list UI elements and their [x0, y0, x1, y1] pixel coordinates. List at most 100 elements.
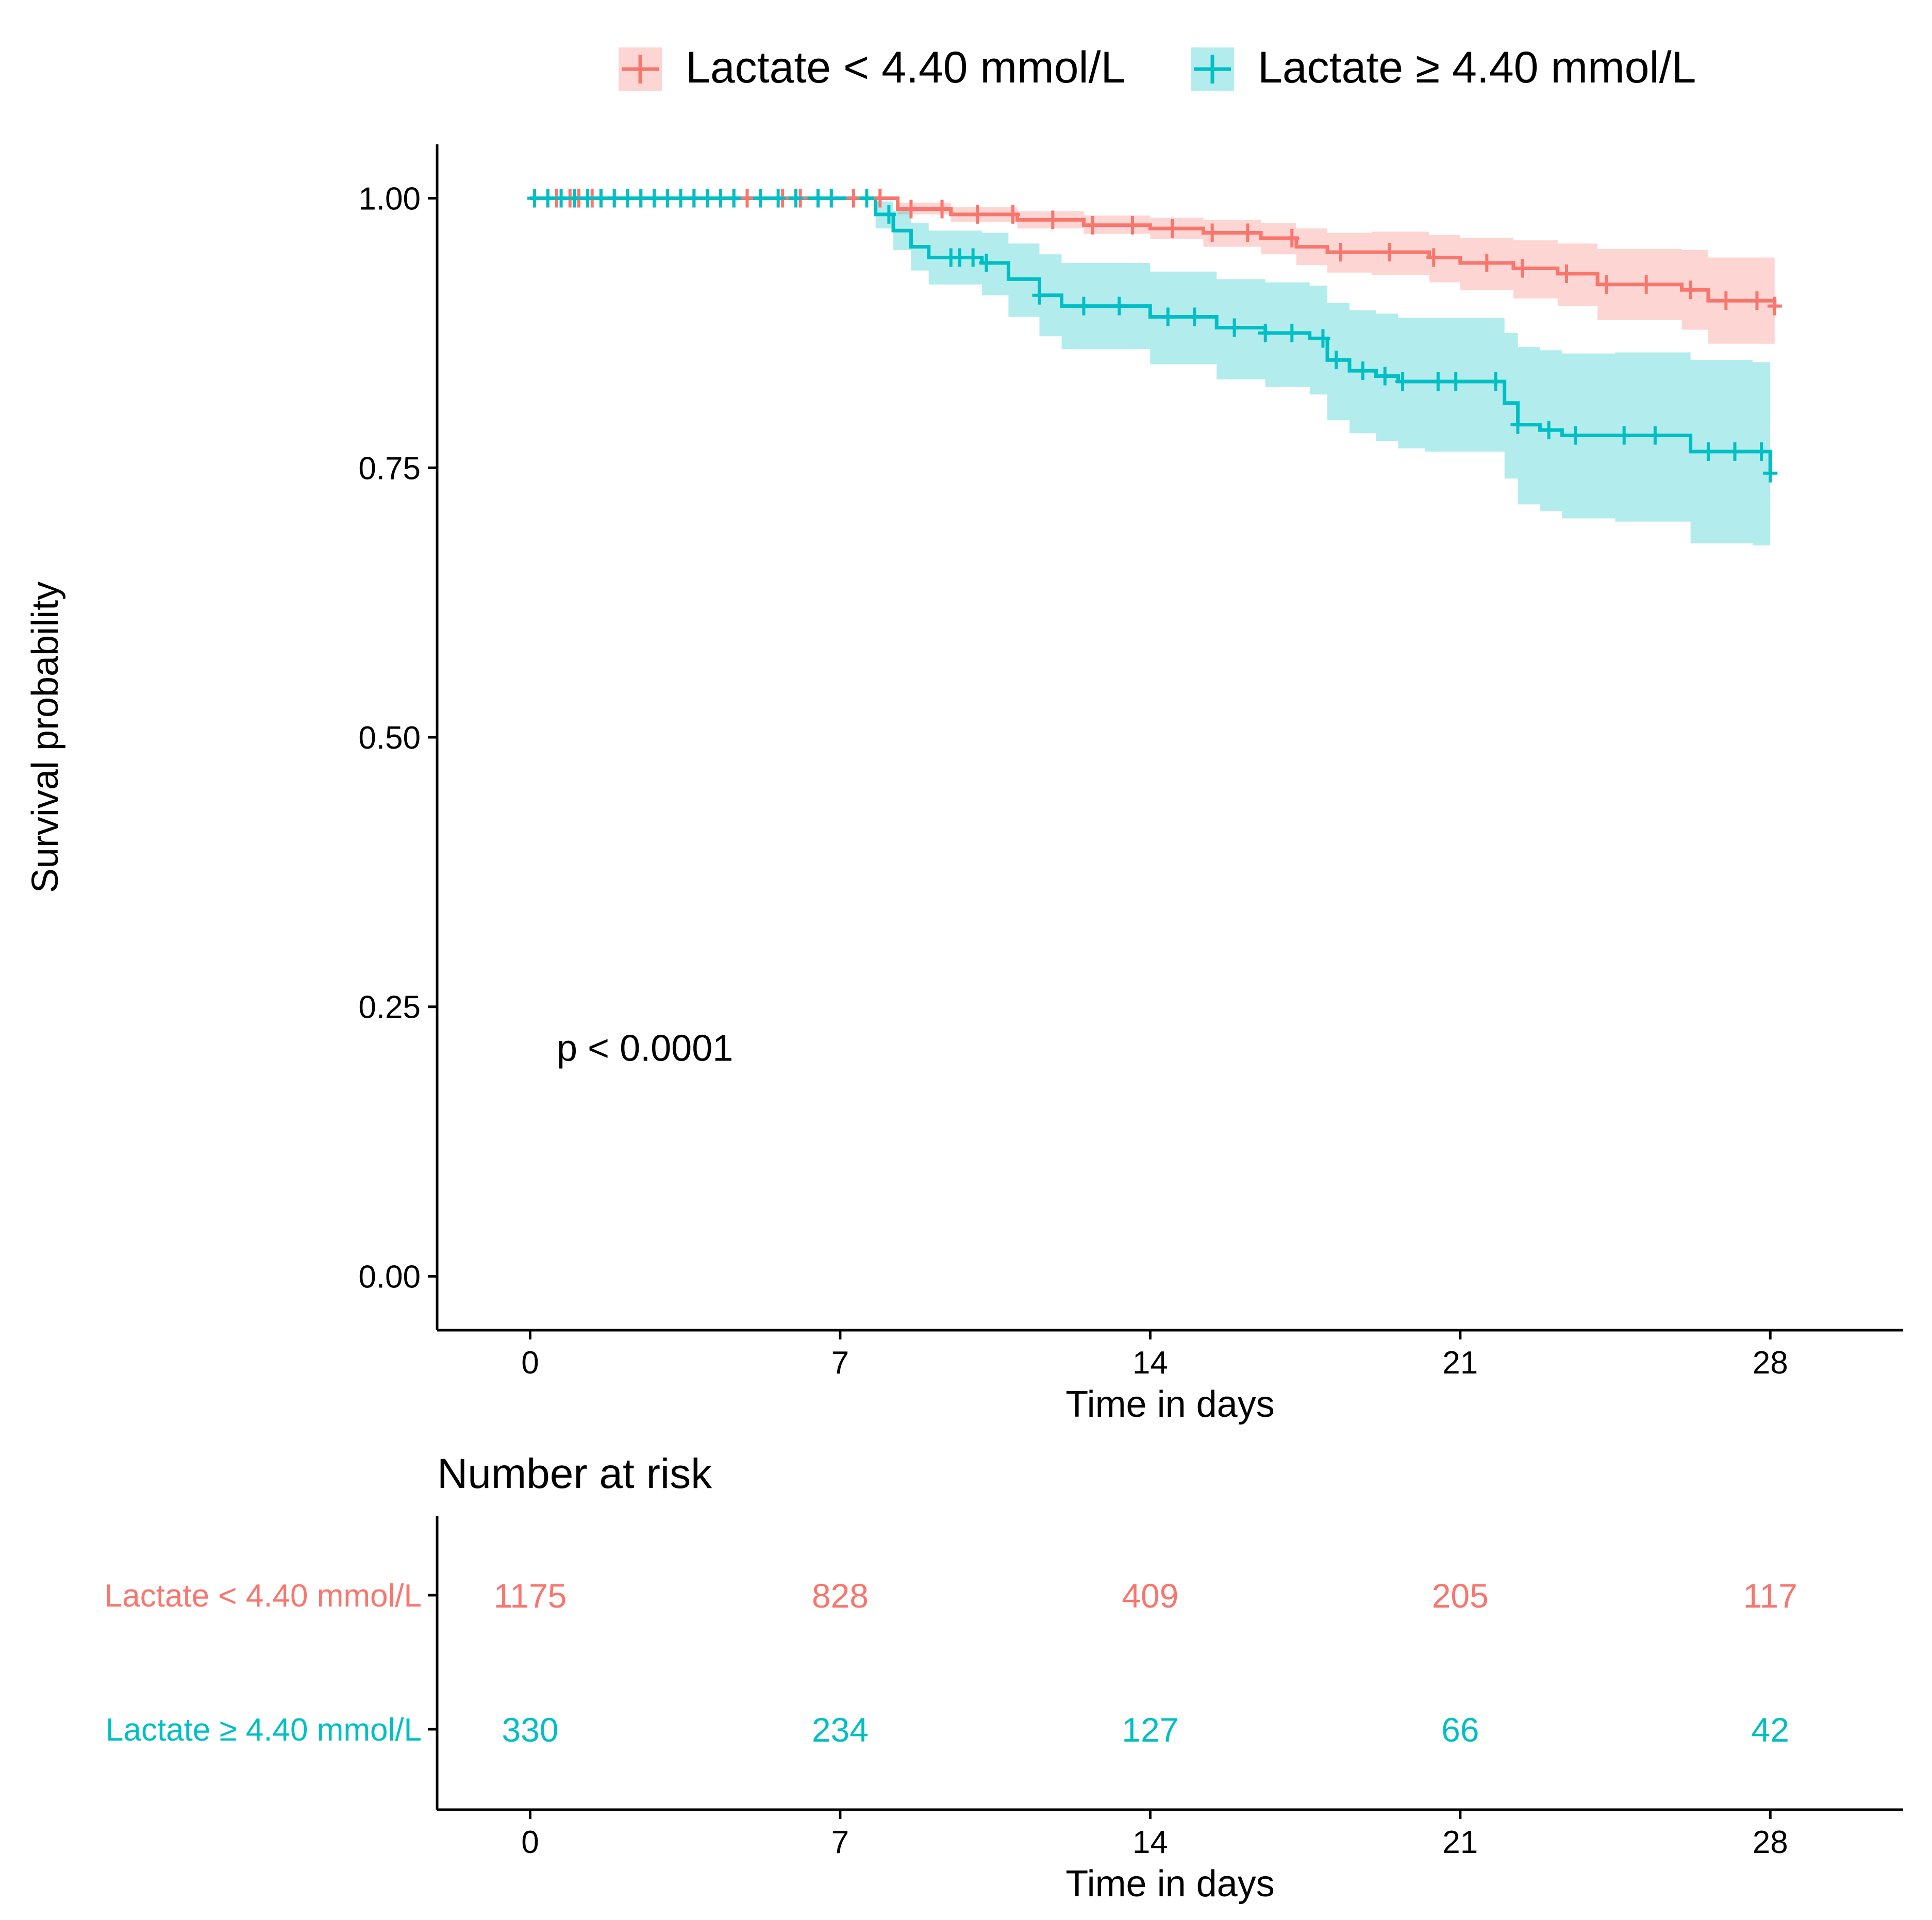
censor-mark-high-lactate: [540, 189, 555, 208]
censor-mark-low-lactate: [1426, 248, 1441, 267]
censor-mark-high-lactate: [771, 189, 786, 208]
censor-mark-high-lactate: [1160, 307, 1175, 326]
censor-mark-low-lactate: [846, 189, 861, 208]
censor-mark-high-lactate: [1448, 372, 1463, 391]
censor-mark-low-lactate: [1333, 243, 1348, 262]
censor-mark-high-lactate: [1647, 426, 1662, 445]
risk-cell-low-lactate: 409: [1122, 1577, 1178, 1615]
censor-mark-high-lactate: [713, 189, 728, 208]
censor-mark-low-lactate: [1085, 216, 1100, 235]
censor-mark-high-lactate: [554, 189, 569, 208]
risk-cell-low-lactate: 117: [1743, 1577, 1797, 1615]
x-axis-title: Time in days: [1065, 1384, 1274, 1425]
censor-mark-low-lactate: [1767, 296, 1782, 316]
censor-mark-low-lactate: [1005, 205, 1020, 224]
censor-mark-high-lactate: [1187, 307, 1202, 326]
risk-row-label-low-lactate: Lactate < 4.40 mmol/L: [105, 1578, 422, 1614]
censor-mark-low-lactate: [1240, 223, 1255, 242]
censor-mark-low-lactate: [935, 200, 950, 219]
censor-mark-low-lactate: [1719, 291, 1734, 310]
risk-x-tick-label: 28: [1753, 1825, 1788, 1860]
censor-mark-high-lactate: [1285, 323, 1300, 342]
censor-mark-low-lactate: [1750, 291, 1764, 310]
censor-mark-high-lactate: [881, 205, 896, 224]
y-tick-label: 0.75: [358, 451, 421, 486]
censor-mark-high-lactate: [647, 189, 662, 208]
censor-mark-low-lactate: [1165, 219, 1180, 238]
censor-mark-low-lactate: [1479, 254, 1494, 272]
censor-mark-high-lactate: [753, 189, 768, 208]
censor-mark-high-lactate: [1112, 296, 1127, 316]
censor-mark-high-lactate: [634, 189, 648, 208]
y-tick-label: 0.00: [358, 1259, 421, 1295]
censor-mark-high-lactate: [952, 248, 967, 267]
risk-cell-high-lactate: 127: [1122, 1711, 1178, 1749]
x-tick-label: 14: [1132, 1345, 1168, 1381]
censor-mark-high-lactate: [810, 189, 825, 208]
censor-mark-low-lactate: [970, 205, 985, 224]
risk-cell-low-lactate: 828: [812, 1577, 869, 1615]
censor-mark-high-lactate: [1763, 464, 1778, 483]
censor-mark-high-lactate: [580, 189, 595, 208]
confidence-band-high-lactate: [530, 198, 1771, 559]
censor-mark-high-lactate: [593, 189, 608, 208]
censor-mark-high-lactate: [1315, 329, 1330, 348]
censor-mark-high-lactate: [859, 189, 874, 208]
y-tick-label: 0.50: [358, 720, 421, 756]
censor-mark-high-lactate: [824, 189, 839, 208]
censor-mark-high-lactate: [788, 189, 803, 208]
censor-mark-low-lactate: [873, 189, 888, 208]
x-tick-label: 21: [1442, 1345, 1478, 1381]
legend: Lactate < 4.40 mmol/L Lactate ≥ 4.40 mmo…: [619, 43, 1696, 92]
censor-mark-low-lactate: [1515, 259, 1530, 278]
censor-marks: [527, 189, 1782, 483]
censor-mark-high-lactate: [1227, 318, 1242, 337]
risk-row-label-high-lactate: Lactate ≥ 4.40 mmol/L: [106, 1712, 422, 1748]
censor-mark-high-lactate: [527, 189, 542, 208]
risk-cell-low-lactate: 1175: [493, 1577, 567, 1615]
x-tick-label: 28: [1753, 1345, 1788, 1381]
x-tick-label: 7: [831, 1345, 849, 1381]
x-tick-label: 0: [521, 1345, 539, 1381]
censor-mark-high-lactate: [1258, 323, 1273, 342]
censor-mark-high-lactate: [1395, 372, 1410, 391]
censor-mark-high-lactate: [620, 189, 635, 208]
risk-table-title: Number at risk: [437, 1450, 712, 1497]
censor-mark-high-lactate: [1430, 372, 1445, 391]
survival-plot-panel: 0.00 0.25 0.50 0.75 1.00 0 7 14 21 28 Survival p…: [25, 144, 1903, 1425]
censor-mark-high-lactate: [979, 254, 994, 272]
censor-mark-low-lactate: [1683, 280, 1698, 300]
censor-mark-low-lactate: [1205, 223, 1220, 242]
censor-mark-low-lactate: [740, 189, 755, 208]
risk-table-panel: Number at risk Lactate < 4.40 mmol/L 1175…: [105, 1450, 1903, 1905]
risk-cell-high-lactate: 330: [502, 1711, 558, 1749]
risk-table-x-ticks: 0 7 14 21 28: [521, 1810, 1788, 1860]
risk-cell-high-lactate: 66: [1441, 1711, 1479, 1749]
x-axis-ticks: 0 7 14 21 28: [521, 1330, 1788, 1381]
censor-mark-high-lactate: [1568, 426, 1583, 445]
censor-mark-low-lactate: [1045, 210, 1060, 229]
p-value-annotation: p < 0.0001: [557, 1028, 733, 1069]
censor-mark-high-lactate: [567, 189, 582, 208]
censor-mark-high-lactate: [1701, 442, 1716, 461]
risk-x-tick-label: 7: [831, 1825, 849, 1860]
legend-label-high-lactate: Lactate ≥ 4.40 mmol/L: [1258, 43, 1696, 92]
risk-table-rows: Lactate < 4.40 mmol/L 1175 828 409 205 117 Lac…: [105, 1577, 1797, 1749]
y-tick-label: 1.00: [358, 181, 421, 217]
censor-mark-high-lactate: [1541, 421, 1556, 440]
censor-mark-high-lactate: [1727, 442, 1742, 461]
risk-cell-low-lactate: 205: [1432, 1577, 1489, 1615]
censor-mark-low-lactate: [1382, 243, 1397, 262]
y-tick-label: 0.25: [358, 990, 421, 1025]
risk-table-x-axis-title: Time in days: [1065, 1863, 1274, 1905]
censor-mark-high-lactate: [965, 248, 980, 267]
legend-entry-low-lactate: Lactate < 4.40 mmol/L: [619, 43, 1125, 92]
y-axis-ticks: 0.00 0.25 0.50 0.75 1.00: [358, 181, 437, 1295]
censor-mark-high-lactate: [687, 189, 702, 208]
censor-mark-high-lactate: [673, 189, 688, 208]
y-axis-title: Survival probability: [25, 582, 66, 893]
risk-x-tick-label: 0: [521, 1825, 539, 1860]
censor-mark-high-lactate: [726, 189, 741, 208]
censor-mark-high-lactate: [1377, 367, 1392, 386]
